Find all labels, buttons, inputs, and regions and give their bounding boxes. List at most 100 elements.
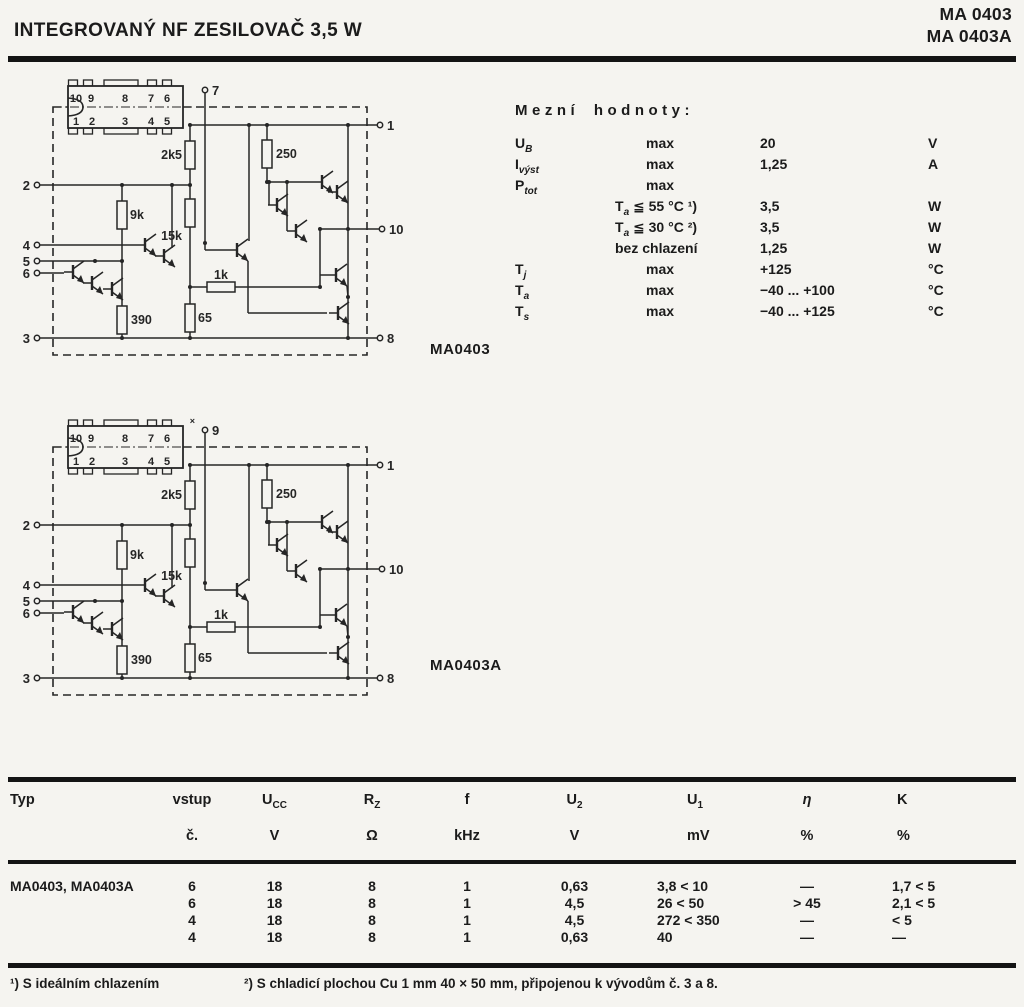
spec-table-header: Typ vstup UCC RZ f U2 U1 η K <box>10 792 1016 811</box>
limit-row: Ta max −40 ... +100 °C <box>515 282 1015 303</box>
resistor-label: 390 <box>131 313 152 327</box>
terminal-label: 4 <box>23 578 31 593</box>
ic-boundary <box>52 106 368 356</box>
package-pin-number: 7 <box>148 93 154 105</box>
terminal-8: 8 <box>376 331 394 346</box>
col-header-k: K <box>897 792 908 808</box>
package-pin-number: 7 <box>148 433 154 445</box>
package-pin-number: 6 <box>164 433 170 445</box>
unit-ucc: V <box>269 828 280 844</box>
limit-condition: max <box>646 177 675 193</box>
terminal-4: 4 <box>23 238 41 253</box>
transistor <box>64 600 85 624</box>
terminal-label: 8 <box>387 671 394 686</box>
limit-condition: bez chlazení <box>615 240 698 256</box>
package-pin-number: 4 <box>148 116 155 128</box>
package-pin-number: 5 <box>164 116 170 128</box>
terminal-label: 3 <box>23 331 30 346</box>
unit-u2: V <box>569 828 580 844</box>
limit-symbol: UB <box>515 135 533 155</box>
spec-cell: 18 <box>266 912 283 928</box>
spec-cell: 0,63 <box>560 878 589 894</box>
transistor <box>136 233 157 257</box>
terminal-3: 3 <box>23 671 41 686</box>
package-pin-number: 1 <box>73 456 79 468</box>
transistor <box>228 238 249 262</box>
schematic-ma0403a: 2k5 250 9k 15k 1k 390 65 2 4 5 6 3 1 10 8 9 × 10 9 8 7 6 1 2 3 4 5 <box>23 415 430 707</box>
limit-condition: max <box>646 303 675 319</box>
resistor-390: 390 <box>116 645 152 675</box>
spec-cell: 8 <box>368 912 376 928</box>
transistor <box>287 219 308 243</box>
resistor-1k: 1k <box>206 268 236 293</box>
resistor-label: 1k <box>214 608 228 622</box>
col-header-eta: η <box>802 792 812 808</box>
limit-value: 1,25 <box>760 156 788 172</box>
limit-row: Ivýst max 1,25 A <box>515 156 1015 177</box>
spec-cell: 4 <box>188 929 196 945</box>
spec-table-units: č. V Ω kHz V mV % % <box>10 828 1016 844</box>
resistor-65: 65 <box>184 643 212 673</box>
resistor-label: 9k <box>130 548 144 562</box>
resistor-label: 65 <box>198 311 212 325</box>
terminal-6: 6 <box>23 606 41 621</box>
package-pin-number: 4 <box>148 456 155 468</box>
terminal-10: 10 <box>378 562 403 577</box>
spec-cell: 1 <box>463 895 471 911</box>
terminal-label: 6 <box>23 266 30 281</box>
spec-cell: 6 <box>188 895 196 911</box>
spec-cell: 4 <box>188 912 196 928</box>
resistor-2k5: 2k5 <box>161 480 196 510</box>
col-header-ucc: UCC <box>262 792 287 811</box>
limit-unit: W <box>928 240 942 256</box>
page-title: INTEGROVANÝ NF ZESILOVAČ 3,5 W <box>14 20 363 41</box>
resistor-2k5: 2k5 <box>161 140 196 170</box>
spec-table-bottom-rule <box>8 963 1016 968</box>
terminal-5: 5 <box>23 594 41 609</box>
spec-cell: 1 <box>463 929 471 945</box>
limit-value: 20 <box>760 135 776 151</box>
transistor <box>328 180 349 204</box>
limit-value: 1,25 <box>760 240 788 256</box>
col-header-u2: U2 <box>566 792 583 811</box>
limit-condition: max <box>646 156 675 172</box>
col-header-u1: U1 <box>687 792 704 811</box>
terminal-label: 4 <box>23 238 31 253</box>
transistor <box>268 193 289 217</box>
limit-values-title: Mezní hodnoty: <box>515 102 694 119</box>
transistor <box>268 533 289 557</box>
terminal-7: 7 <box>201 83 219 98</box>
limit-condition: max <box>646 282 675 298</box>
limit-symbol: Ts <box>515 303 530 323</box>
transistor <box>327 603 348 627</box>
resistor-390: 390 <box>116 305 152 335</box>
transistor <box>329 301 350 325</box>
col-header-vstup: vstup <box>172 792 212 808</box>
limit-row: Ts max −40 ... +125 °C <box>515 303 1015 324</box>
package-pin-number: 3 <box>122 456 128 468</box>
schematic-ma0403: 2k5 250 9k 15k 1k 390 65 2 4 5 6 3 1 10 8 7 10 9 8 7 6 1 2 3 4 5 <box>23 75 430 367</box>
spec-cell: 2,1 < 5 <box>892 895 936 911</box>
resistor-label: 250 <box>276 487 297 501</box>
part-numbers: MA 0403 MA 0403A <box>927 3 1012 47</box>
terminal-label: 10 <box>389 562 403 577</box>
terminal-2: 2 <box>23 178 41 193</box>
terminal-label: 1 <box>387 458 394 473</box>
footnote-2: ²) S chladicí plochou Cu 1 mm 40 × 50 mm… <box>244 976 718 991</box>
package-pin-number: 10 <box>70 93 82 105</box>
resistor-1k: 1k <box>206 608 236 633</box>
wires <box>38 93 380 340</box>
terminal-label: 2 <box>23 178 30 193</box>
limit-symbol: Ta <box>515 282 530 302</box>
terminal-1: 1 <box>376 458 394 473</box>
package-pin-number: 8 <box>122 433 128 445</box>
unit-typ <box>10 828 162 844</box>
spec-cell: 40 <box>657 929 673 945</box>
spec-cell: < 5 <box>892 912 912 928</box>
resistor-label: 2k5 <box>161 488 182 502</box>
resistor-250: 250 <box>261 479 297 509</box>
package-pin-number: 9 <box>88 433 94 445</box>
limit-row: Ta ≦ 55 °C ¹) 3,5 W <box>515 198 1015 219</box>
unit-k: % <box>897 828 910 844</box>
